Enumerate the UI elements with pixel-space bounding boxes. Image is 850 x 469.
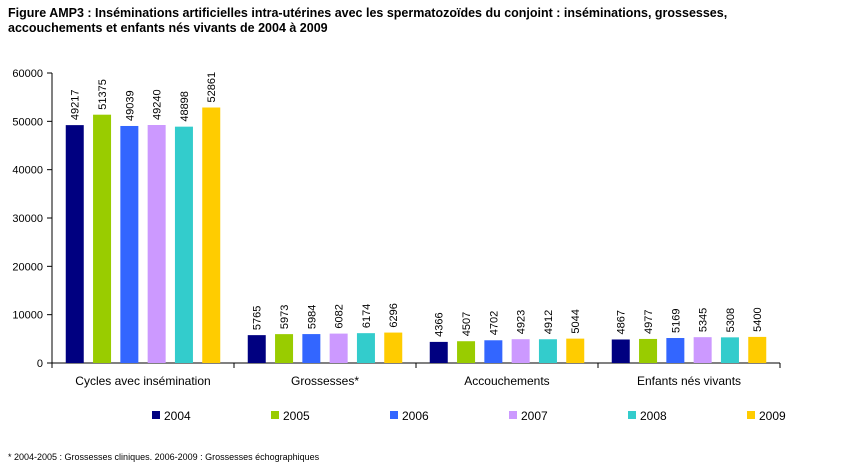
y-tick-label: 50000 [12, 116, 43, 128]
y-tick-label: 20000 [12, 261, 43, 273]
data-label: 4867 [616, 310, 628, 334]
x-category-label: Accouchements [464, 374, 549, 388]
bar-2007 [693, 337, 712, 363]
data-label: 4912 [543, 310, 555, 334]
bar-2005 [93, 114, 112, 363]
y-tick-label: 10000 [12, 310, 43, 322]
data-label: 4923 [516, 310, 528, 334]
chart-title-line-2: accouchements et enfants nés vivants de … [8, 21, 328, 35]
data-label: 49240 [152, 89, 164, 120]
chart-title: Figure AMP3 : Inséminations artificielle… [8, 6, 838, 36]
data-label: 49039 [124, 90, 136, 121]
data-label: 4507 [461, 312, 473, 336]
bar-2006 [484, 340, 503, 363]
legend-label: 2004 [164, 409, 191, 423]
legend-swatch-2005 [271, 411, 279, 419]
bar-2004 [429, 341, 448, 363]
data-label: 5984 [306, 305, 318, 329]
bar-2008 [720, 337, 739, 363]
data-label: 5973 [279, 305, 291, 329]
legend-label: 2006 [402, 409, 429, 423]
data-label: 6082 [334, 304, 346, 328]
legend-label: 2009 [759, 409, 786, 423]
legend-label: 2005 [283, 409, 310, 423]
legend-swatch-2004 [152, 411, 160, 419]
bar-2004 [65, 125, 84, 364]
y-tick-label: 60000 [12, 68, 43, 80]
data-label: 6296 [388, 303, 400, 327]
bar-2005 [639, 338, 658, 363]
chart-title-line-1: Figure AMP3 : Inséminations artificielle… [8, 6, 728, 20]
data-label: 5400 [752, 307, 764, 331]
bar-2009 [748, 336, 767, 363]
bar-2006 [666, 338, 685, 363]
x-category-label: Cycles avec insémination [75, 374, 210, 388]
legend-label: 2007 [521, 409, 548, 423]
bar-2009 [566, 338, 585, 363]
legend-swatch-2008 [628, 411, 636, 419]
legend-swatch-2007 [509, 411, 517, 419]
bar-2005 [275, 334, 294, 363]
bar-2004 [611, 339, 630, 363]
legend-swatch-2006 [390, 411, 398, 419]
legend-label: 2008 [640, 409, 667, 423]
data-label: 5765 [252, 306, 264, 330]
legend-swatch-2009 [747, 411, 755, 419]
data-label: 48898 [179, 91, 191, 122]
bar-2007 [329, 333, 348, 363]
x-category-label: Enfants nés vivants [637, 374, 741, 388]
data-label: 4702 [488, 311, 500, 335]
data-label: 5308 [725, 308, 737, 332]
data-label: 5345 [698, 308, 710, 332]
bar-2009 [202, 107, 221, 364]
bar-2006 [120, 125, 139, 363]
data-label: 52861 [206, 72, 218, 103]
data-label: 5169 [670, 309, 682, 333]
y-tick-label: 30000 [12, 213, 43, 225]
data-label: 5044 [570, 309, 582, 333]
y-tick-label: 0 [37, 358, 43, 370]
data-label: 4366 [434, 312, 446, 336]
data-label: 49217 [70, 90, 82, 121]
bar-2007 [511, 339, 530, 363]
footnote: * 2004-2005 : Grossesses cliniques. 2006… [8, 452, 320, 462]
bar-2008 [356, 333, 375, 363]
data-label: 51375 [97, 79, 109, 110]
bar-2008 [538, 339, 557, 363]
data-label: 4977 [643, 309, 655, 333]
bar-2007 [147, 125, 166, 363]
x-category-label: Grossesses* [291, 374, 359, 388]
bar-2005 [457, 341, 476, 363]
bar-2009 [384, 332, 403, 363]
y-tick-label: 40000 [12, 165, 43, 177]
data-label: 6174 [361, 304, 373, 328]
bar-2004 [247, 335, 266, 363]
bar-2006 [302, 334, 321, 363]
bar-2008 [174, 126, 193, 363]
